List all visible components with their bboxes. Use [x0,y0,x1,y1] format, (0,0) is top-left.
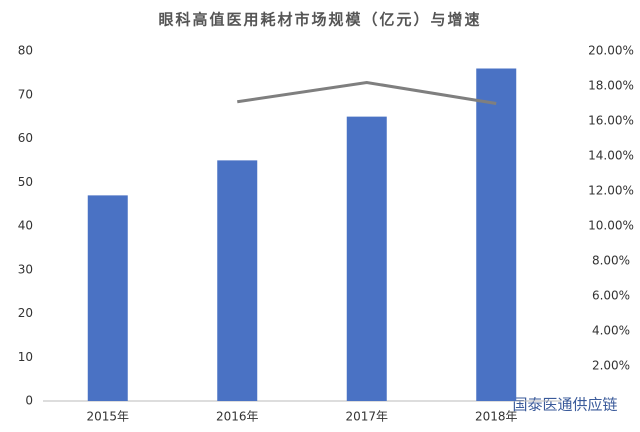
y2-tick-label: 2.00% [592,359,630,373]
y2-tick-label: 18.00% [588,79,634,93]
y2-tick-label: 12.00% [588,184,634,198]
bar [87,195,128,401]
y2-tick-label: 14.00% [588,149,634,163]
y2-tick-label: 4.00% [592,324,630,338]
y2-tick-label: 20.00% [588,44,634,58]
y-tick-label: 80 [18,44,33,58]
x-tick-label: 2015年 [86,410,129,424]
watermark: 国泰医通供应链 [512,396,617,414]
y2-tick-label: 16.00% [588,114,634,128]
y-tick-label: 20 [18,306,33,320]
y-tick-label: 30 [18,262,33,276]
y-tick-label: 40 [18,219,33,233]
x-tick-label: 2017年 [345,410,388,424]
y2-tick-label: 6.00% [592,289,630,303]
x-tick-label: 2018年 [475,410,518,424]
y-tick-label: 10 [18,350,33,364]
bar [476,68,517,401]
y-tick-label: 60 [18,131,33,145]
bar [346,116,387,401]
y2-tick-label: 8.00% [592,254,630,268]
y-tick-label: 50 [18,175,33,189]
x-tick-label: 2016年 [216,410,259,424]
y2-tick-label: 10.00% [588,219,634,233]
chart-title: 眼科高值医用耗材市场规模（亿元）与增速 [158,11,481,29]
bar [217,160,258,401]
line [237,80,497,105]
y-tick-label: 70 [18,87,33,101]
y-tick-label: 0 [25,394,33,408]
